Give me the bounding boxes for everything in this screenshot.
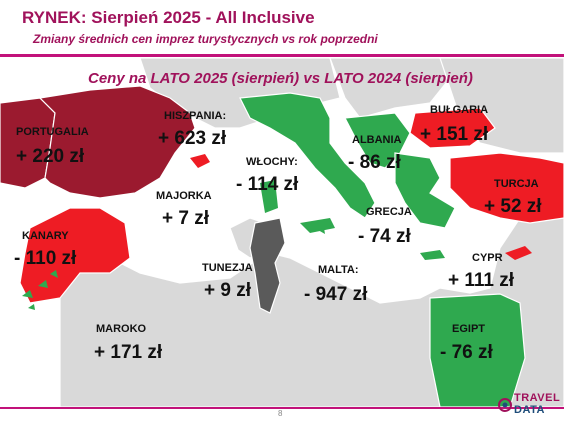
- map-panel: [0, 58, 564, 407]
- label-spain-name: HISZPANIA:: [164, 110, 227, 122]
- label-malta-value: - 947 zł: [304, 284, 368, 305]
- egypt-shape: [429, 293, 526, 407]
- label-spain-value: + 623 zł: [158, 128, 227, 149]
- label-bulgaria-name: BUŁGARIA: [430, 104, 489, 116]
- label-egypt-name: EGIPT: [452, 323, 486, 335]
- label-bulgaria-value: + 151 zł: [420, 124, 489, 145]
- greece-shape: [394, 152, 456, 229]
- label-cyprus-name: CYPR: [472, 252, 503, 264]
- label-egypt-value: - 76 zł: [440, 342, 493, 363]
- label-albania-value: - 86 zł: [348, 152, 401, 173]
- malta-shape: [318, 228, 325, 234]
- sardinia-shape: [260, 180, 278, 213]
- label-morocco-value: + 171 zł: [94, 342, 163, 363]
- sicily-shape: [300, 218, 335, 233]
- morocco-shape: [19, 207, 131, 304]
- label-canary-value: - 110 zł: [14, 248, 77, 269]
- label-italy-name: WŁOCHY:: [246, 156, 298, 168]
- italy-shape: [239, 92, 376, 219]
- turkey-shape: [449, 152, 564, 224]
- label-portugal-name: PORTUGALIA: [16, 126, 89, 138]
- footer-divider: [0, 407, 564, 409]
- logo-globe-icon: [498, 398, 512, 412]
- mediterranean-map: [0, 58, 564, 407]
- label-greece-value: - 74 zł: [358, 226, 411, 247]
- label-turkey-name: TURCJA: [494, 178, 539, 190]
- label-italy-value: - 114 zł: [236, 174, 299, 195]
- label-morocco-name: MAROKO: [96, 323, 147, 335]
- label-tunisia-name: TUNEZJA: [202, 262, 253, 274]
- label-majorca-name: MAJORKA: [156, 190, 212, 202]
- label-portugal-value: + 220 zł: [16, 146, 85, 167]
- header-divider: [0, 54, 564, 57]
- page-number: 8: [278, 409, 283, 418]
- label-turkey-value: + 52 zł: [484, 196, 542, 217]
- label-malta-name: MALTA:: [318, 264, 359, 276]
- slide-subtitle: Zmiany średnich cen imprez turystycznych…: [33, 32, 378, 46]
- bulgaria-shape: [409, 107, 496, 149]
- slide-title: RYNEK: Sierpień 2025 - All Inclusive: [22, 8, 315, 27]
- travel-data-logo: TRAVEL DATA: [496, 392, 562, 422]
- slide-header: RYNEK: Sierpień 2025 - All Inclusive Zmi…: [0, 0, 564, 62]
- crete-shape: [420, 250, 445, 260]
- canary-islands-shape: [22, 270, 58, 310]
- label-majorca-value: + 7 zł: [162, 208, 209, 229]
- albania-shape: [344, 112, 411, 169]
- cyprus-shape: [505, 246, 532, 260]
- map-title: Ceny na LATO 2025 (sierpień) vs LATO 202…: [88, 70, 473, 87]
- majorca-shape: [190, 154, 210, 168]
- label-albania-name: ALBANIA: [352, 134, 402, 146]
- logo-text-travel: TRAVEL: [514, 392, 561, 404]
- tunisia-shape: [249, 217, 286, 314]
- label-tunisia-value: + 9 zł: [204, 280, 251, 301]
- label-greece-name: GRECJA: [366, 206, 412, 218]
- spain-shape: [38, 85, 196, 199]
- logo-text-data: DATA: [514, 404, 545, 416]
- label-cyprus-value: + 111 zł: [448, 270, 515, 291]
- label-canary-name: KANARY: [22, 230, 69, 242]
